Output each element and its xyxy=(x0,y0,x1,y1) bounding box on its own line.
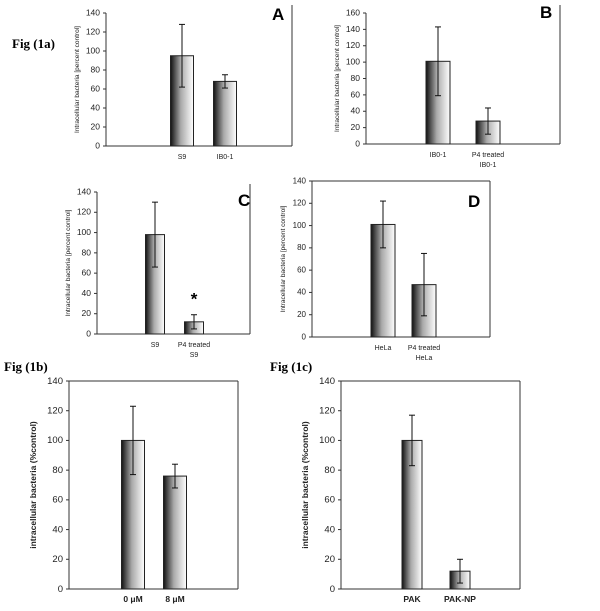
y-tick-label: 140 xyxy=(293,176,307,185)
y-tick-label: 40 xyxy=(82,288,92,298)
y-axis-label: intracellular bacteria (%control) xyxy=(28,421,38,549)
chart-panel: 0 20 40 60 80 100 120 140 160 Intracellular bacte… xyxy=(334,3,561,169)
y-tick-label: 100 xyxy=(293,221,307,230)
y-tick-label: 60 xyxy=(52,495,63,506)
panel-label: D xyxy=(468,192,480,211)
y-tick-label: 60 xyxy=(351,89,361,99)
y-tick-label: 40 xyxy=(91,102,101,112)
y-tick-label: 0 xyxy=(86,328,91,338)
y-tick-label: 20 xyxy=(297,310,306,319)
y-tick-label: 120 xyxy=(47,406,63,417)
y-tick-label: 20 xyxy=(351,122,361,132)
y-tick-label: 120 xyxy=(77,207,91,217)
chart-panel: 0 20 40 60 80 100 120 140 Intracellular bacteria… xyxy=(280,176,491,362)
y-tick-label: 20 xyxy=(324,554,335,565)
y-tick-label: 0 xyxy=(355,138,360,148)
y-tick-label: 0 xyxy=(330,584,335,595)
y-tick-label: 40 xyxy=(324,524,335,535)
y-axis-label: Intracellular bacteria [percent control] xyxy=(334,25,341,132)
y-tick-label: 140 xyxy=(86,7,100,17)
x-tick-label: IB0-1 xyxy=(430,152,447,159)
y-tick-label: 100 xyxy=(47,435,63,446)
bar xyxy=(163,475,187,590)
x-tick-label: HeLa xyxy=(416,355,433,362)
chart-panel: 0 20 40 60 80 100 120 140 Intracellular bacteria… xyxy=(74,5,293,161)
figure-label: Fig (1b) xyxy=(4,359,48,374)
y-tick-label: 60 xyxy=(82,268,92,278)
y-tick-label: 100 xyxy=(86,45,100,55)
figure-label: Fig (1c) xyxy=(270,359,312,374)
y-tick-label: 140 xyxy=(346,24,360,34)
panel-label: A xyxy=(272,5,284,24)
x-tick-label: IB0-1 xyxy=(480,162,497,169)
y-tick-label: 0 xyxy=(302,332,307,341)
y-tick-label: 140 xyxy=(77,186,91,196)
y-tick-label: 40 xyxy=(297,288,306,297)
y-tick-label: 80 xyxy=(297,243,306,252)
y-tick-label: 100 xyxy=(77,227,91,237)
x-tick-label: PAK-NP xyxy=(444,594,476,604)
x-tick-label: 8 μM xyxy=(165,594,184,604)
y-tick-label: 20 xyxy=(82,308,92,318)
y-tick-label: 0 xyxy=(58,584,63,595)
figure-label: Fig (1a) xyxy=(12,36,55,51)
chart-panel: 0 20 40 60 80 100 120 140 intracellular bacteria… xyxy=(28,376,239,604)
y-tick-label: 140 xyxy=(319,376,335,387)
chart-panel: 0 20 40 60 80 100 120 140 intracellular bacteria… xyxy=(300,376,521,604)
x-tick-label: P4 treated xyxy=(408,345,440,352)
bar xyxy=(213,80,237,147)
y-tick-label: 80 xyxy=(91,64,101,74)
y-tick-label: 80 xyxy=(351,73,361,83)
y-tick-label: 100 xyxy=(346,57,360,67)
y-tick-label: 100 xyxy=(319,435,335,446)
y-tick-label: 60 xyxy=(324,495,335,506)
x-tick-label: PAK xyxy=(403,594,421,604)
y-tick-label: 20 xyxy=(52,554,63,565)
x-tick-label: 0 μM xyxy=(123,594,142,604)
y-axis-label: intracellular bacteria (%control) xyxy=(300,421,310,549)
y-tick-label: 60 xyxy=(297,265,306,274)
x-tick-label: S9 xyxy=(151,342,160,349)
x-tick-label: P4 treated xyxy=(178,342,210,349)
y-tick-label: 120 xyxy=(293,199,307,208)
y-tick-label: 0 xyxy=(95,140,100,150)
x-tick-label: S9 xyxy=(178,154,187,161)
y-tick-label: 40 xyxy=(351,106,361,116)
y-tick-label: 120 xyxy=(319,406,335,417)
y-tick-label: 120 xyxy=(86,26,100,36)
chart-panel: 0 20 40 60 80 100 120 140 Intracellular bacteria… xyxy=(65,184,251,359)
x-tick-label: P4 treated xyxy=(472,152,504,159)
x-tick-label: IB0-1 xyxy=(217,154,234,161)
y-tick-label: 40 xyxy=(52,524,63,535)
y-axis-label: Intracellular bacteria [percent control] xyxy=(65,209,72,316)
y-tick-label: 160 xyxy=(346,7,360,17)
panel-label: B xyxy=(540,3,552,22)
y-tick-label: 80 xyxy=(82,247,92,257)
y-axis-label: Intracellular bacteria [percent control] xyxy=(280,205,287,312)
x-tick-label: HeLa xyxy=(375,345,392,352)
y-tick-label: 60 xyxy=(91,83,101,93)
x-tick-label: S9 xyxy=(190,352,199,359)
y-tick-label: 80 xyxy=(52,465,63,476)
y-tick-label: 120 xyxy=(346,40,360,50)
panel-label: C xyxy=(238,191,250,210)
y-tick-label: 140 xyxy=(47,376,63,387)
y-axis-label: Intracellular bacteria [percent control] xyxy=(74,26,81,133)
y-tick-label: 20 xyxy=(91,121,101,131)
y-tick-label: 80 xyxy=(324,465,335,476)
significance-marker: * xyxy=(191,290,198,309)
